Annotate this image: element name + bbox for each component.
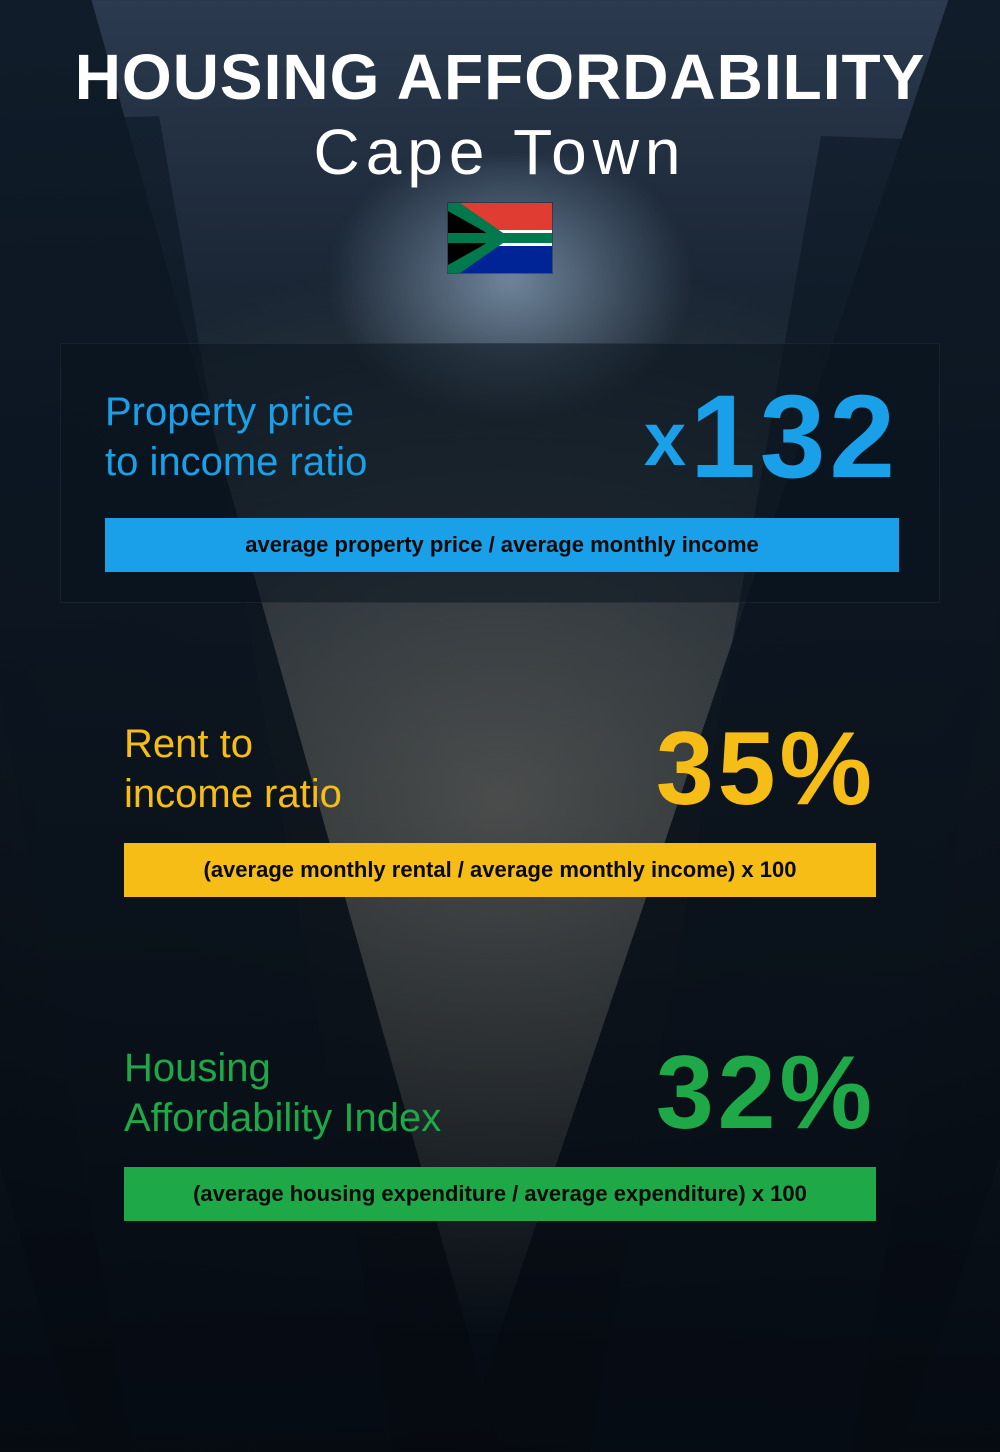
metric-value-number: 32% <box>656 1035 876 1151</box>
metric-label: Rent toincome ratio <box>124 719 342 819</box>
page-title-sub: Cape Town <box>60 115 940 189</box>
metric-label-text: HousingAffordability Index <box>124 1046 441 1140</box>
metric-formula-bar: (average housing expenditure / average e… <box>124 1167 876 1221</box>
metric-panel-rent-to-income: Rent toincome ratio 35% (average monthly… <box>60 683 940 927</box>
metric-panel-affordability-index: HousingAffordability Index 32% (average … <box>60 1007 940 1251</box>
flag-container <box>60 203 940 273</box>
south-africa-flag-icon <box>448 203 552 273</box>
metric-value: x132 <box>644 378 899 496</box>
metric-value: 35% <box>656 717 876 821</box>
metric-formula-bar: average property price / average monthly… <box>105 518 899 572</box>
metric-value: 32% <box>656 1041 876 1145</box>
metric-label-text: Rent toincome ratio <box>124 722 342 816</box>
metric-label: Property priceto income ratio <box>105 387 367 487</box>
metric-value-number: 132 <box>690 371 899 503</box>
metric-label: HousingAffordability Index <box>124 1043 441 1143</box>
metric-formula-bar: (average monthly rental / average monthl… <box>124 843 876 897</box>
infographic-page: HOUSING AFFORDABILITY Cape Town Property… <box>0 0 1000 1452</box>
metric-label-text: Property priceto income ratio <box>105 390 367 484</box>
metric-value-number: 35% <box>656 711 876 827</box>
metric-panel-price-to-income: Property priceto income ratio x132 avera… <box>60 343 940 603</box>
page-title-main: HOUSING AFFORDABILITY <box>60 44 940 111</box>
metric-value-prefix: x <box>644 397 690 482</box>
